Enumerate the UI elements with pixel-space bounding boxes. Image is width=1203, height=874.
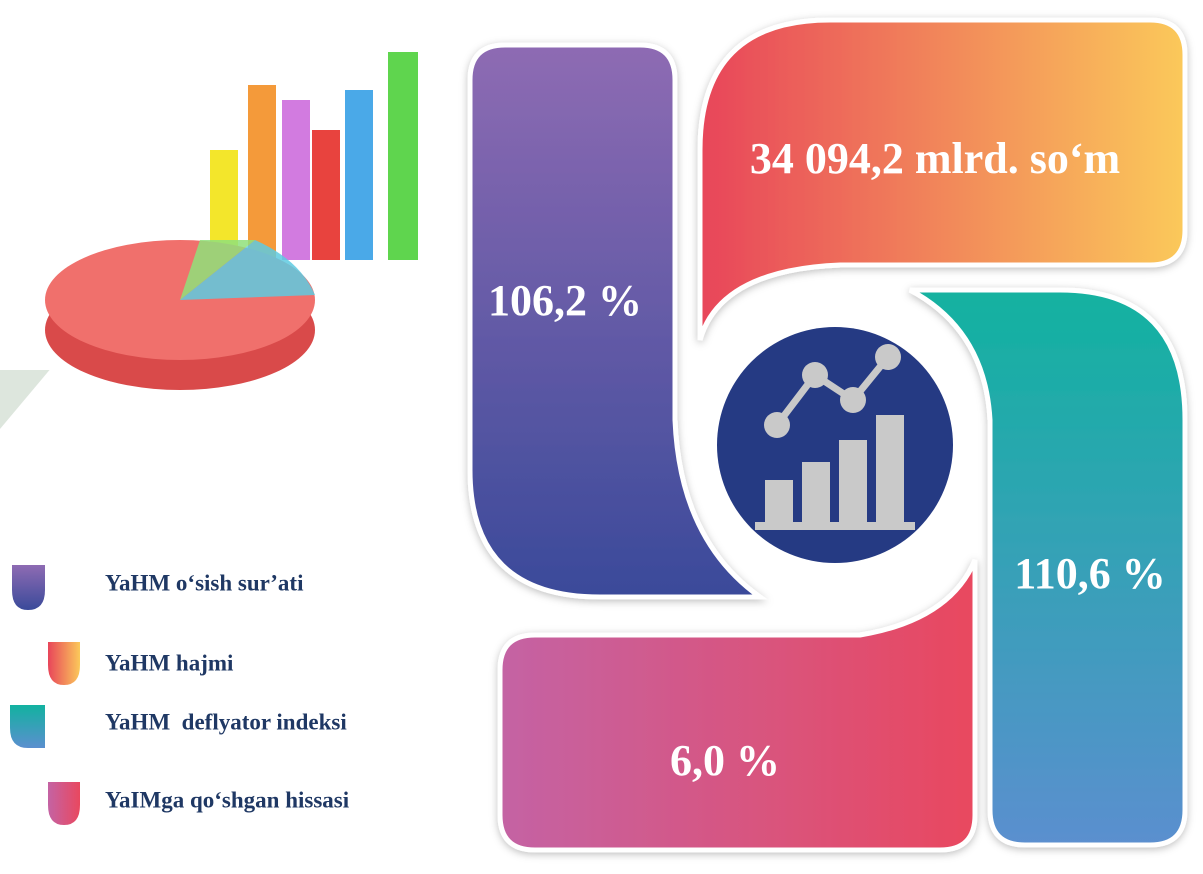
legend-label: YaIMga qo‘shgan hissasi (105, 787, 350, 812)
decorative-chart (0, 52, 418, 440)
value-text: 6,0 % (670, 736, 780, 785)
legend-icon (48, 642, 80, 685)
legend-label: YaHM o‘sish sur’ati (105, 570, 304, 595)
center-icon (710, 320, 960, 570)
legend-icon (10, 705, 45, 748)
value-text: 34 094,2 mlrd. so‘m (750, 134, 1120, 183)
value-text: 110,6 % (1014, 549, 1166, 598)
legend-icon (12, 565, 45, 610)
infographic: 106,2 % 34 094,2 mlrd. so‘m 110,6 % 6,0 … (0, 0, 1203, 874)
legend-icon (48, 782, 80, 825)
legend-label: YaHM hajmi (105, 650, 234, 675)
petal-pink (500, 560, 975, 850)
value-text: 106,2 % (488, 276, 642, 325)
legend-label: YaHM deflyator indeksi (105, 709, 347, 734)
